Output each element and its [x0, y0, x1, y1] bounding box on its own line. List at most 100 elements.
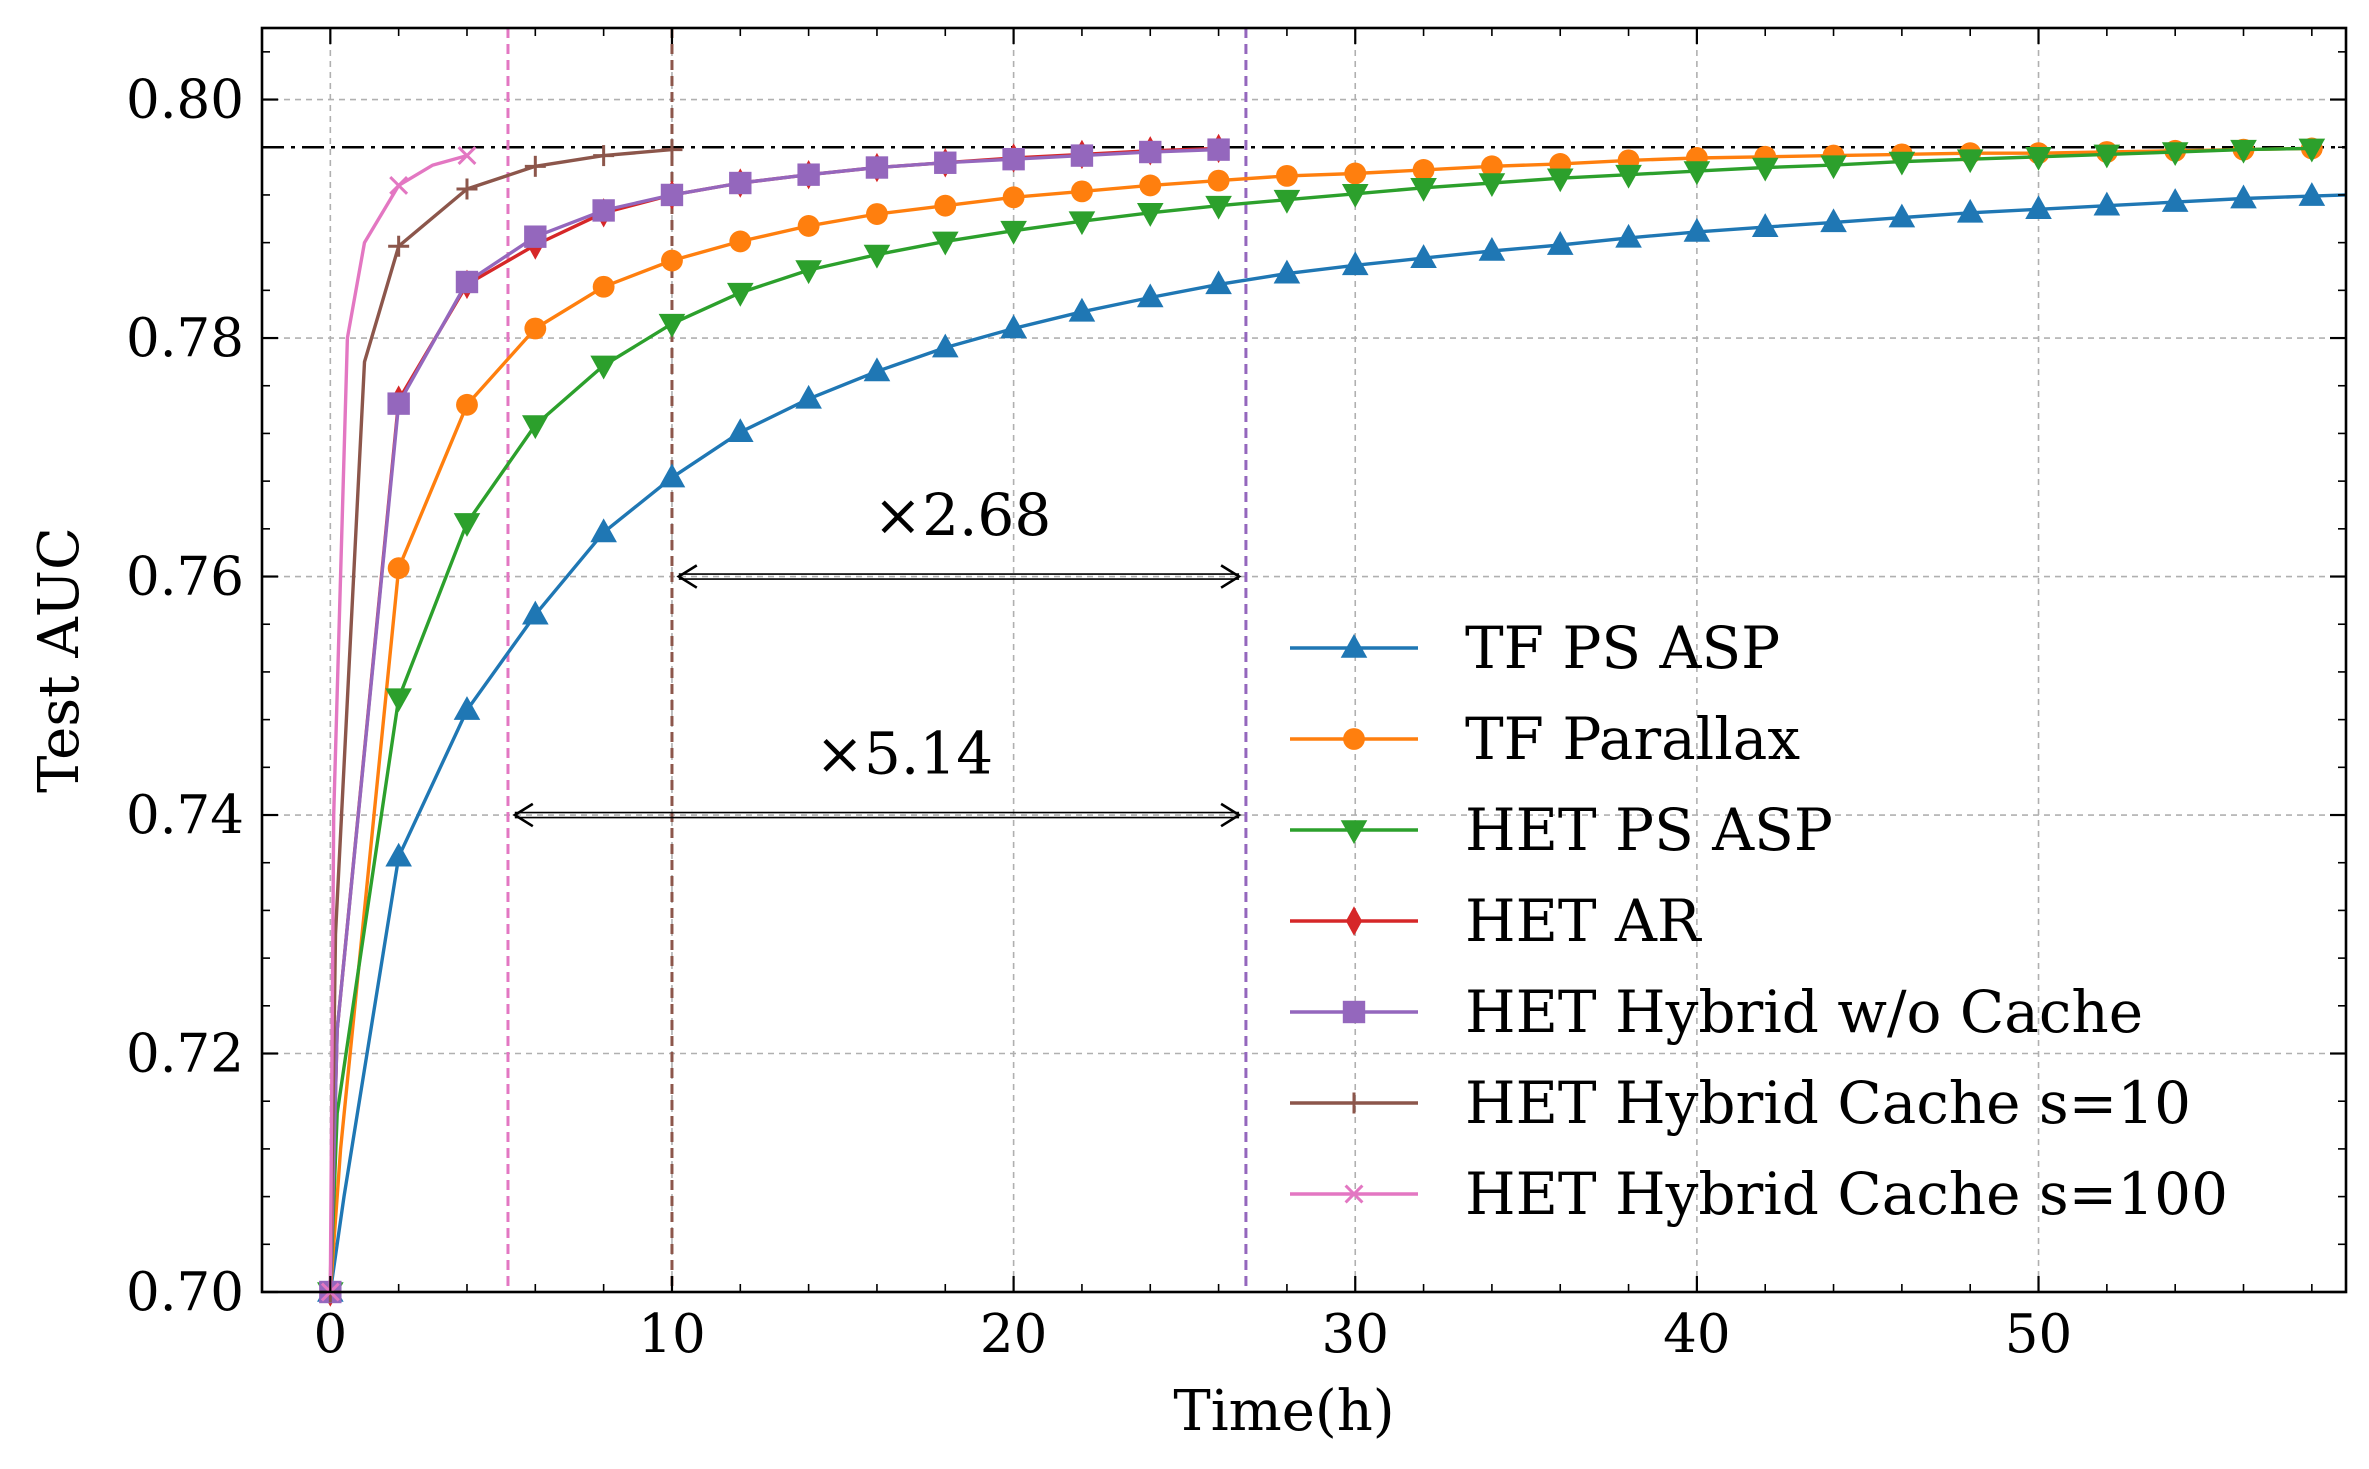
data-point: [1071, 180, 1093, 203]
data-point: [931, 333, 959, 358]
data-point: [729, 171, 752, 195]
data-point: [1205, 270, 1232, 295]
data-point: [1820, 208, 1847, 233]
arrow-head: [512, 802, 534, 828]
data-point: [729, 230, 752, 253]
plot-frame: [260, 26, 2348, 1294]
legend: TF PS ASP TF Parallax HET PS ASP HET AR HET …: [1290, 614, 2228, 1228]
data-point: [522, 600, 549, 625]
data-point: [658, 463, 686, 488]
data-point: [1888, 151, 1916, 176]
axes: 0 10 20 30 40 50 0.70 0.72 0.74 0.76 0.78 0.80 Time(…: [27, 26, 2348, 1444]
data-point: [590, 355, 617, 380]
data-point: [2161, 188, 2189, 212]
series-het-hybrid-cache-s-10: [319, 139, 683, 1303]
speedup-annotation: ×5.14: [512, 719, 1242, 828]
data-point: [1615, 164, 1642, 189]
data-point: [1751, 213, 1779, 237]
arrow-head: [1220, 564, 1242, 589]
series-line: [328, 147, 673, 1293]
data-point: [1070, 144, 1094, 167]
x-tick-label: 10: [638, 1304, 705, 1365]
data-point: [456, 393, 478, 416]
data-point: [1342, 1000, 1366, 1024]
data-point: [866, 203, 888, 225]
speedup-annotation: ×2.68: [676, 481, 1242, 589]
data-point: [1139, 174, 1162, 197]
data-point: [1000, 220, 1027, 245]
data-point: [592, 275, 615, 298]
series-tf-ps-asp: [317, 182, 2347, 1302]
data-point: [2025, 195, 2052, 220]
data-point: [931, 231, 959, 256]
data-point: [1341, 251, 1369, 276]
data-point: [1002, 147, 1025, 171]
data-point: [455, 270, 479, 294]
data-point: [1344, 162, 1367, 185]
data-point: [795, 384, 822, 409]
data-point: [1344, 1184, 1364, 1204]
y-tick-label: 0.72: [126, 1024, 244, 1085]
data-point: [387, 557, 410, 580]
data-point: [934, 194, 957, 217]
data-point: [726, 282, 754, 307]
data-point: [2230, 139, 2257, 164]
data-point: [2093, 191, 2121, 216]
data-point: [453, 513, 481, 537]
data-point: [387, 392, 410, 415]
data-point: [1615, 223, 1642, 248]
data-point: [524, 225, 547, 248]
legend-entry: HET Hybrid w/o Cache: [1290, 978, 2143, 1046]
data-point: [385, 842, 412, 867]
data-point: [795, 260, 822, 285]
x-tick-label: 40: [1663, 1304, 1730, 1365]
series-line: [328, 193, 2347, 1293]
series-line: [328, 153, 468, 1293]
data-point: [524, 155, 546, 177]
y-tick-label: 0.76: [126, 547, 244, 608]
arrow-head: [1220, 802, 1242, 828]
data-point: [1207, 138, 1230, 161]
data-point: [934, 151, 957, 174]
data-point: [865, 156, 889, 179]
data-point: [660, 183, 684, 207]
data-point: [389, 175, 409, 195]
legend-label: HET AR: [1465, 887, 1703, 955]
data-point: [1683, 217, 1711, 242]
data-point: [590, 518, 617, 543]
data-point: [1683, 161, 1711, 186]
speedup-label: ×5.14: [815, 719, 993, 787]
y-tick-label: 0.74: [126, 785, 244, 846]
data-point: [797, 215, 820, 237]
x-axis-label: Time(h): [1173, 1379, 1394, 1444]
x-tick-label: 50: [2005, 1304, 2072, 1365]
data-point: [453, 696, 481, 720]
data-point: [1002, 186, 1025, 209]
data-point: [1343, 728, 1365, 750]
x-tick-label: 20: [980, 1304, 1047, 1365]
legend-label: TF Parallax: [1465, 705, 1800, 773]
data-point-stroke: [389, 175, 409, 195]
x-tick-label: 30: [1322, 1304, 1389, 1365]
data-point: [863, 357, 891, 382]
y-tick-label: 0.78: [126, 308, 244, 369]
data-point: [1139, 140, 1162, 164]
legend-label: TF PS ASP: [1465, 614, 1780, 682]
data-point: [1820, 155, 1847, 180]
series-het-ps-asp: [317, 138, 2326, 1306]
speedup-label: ×2.68: [873, 481, 1051, 549]
data-point: [457, 146, 477, 166]
data-point: [388, 235, 410, 257]
data-point: [726, 418, 754, 443]
data-point: [1546, 231, 1574, 255]
data-point: [1341, 183, 1369, 208]
arrow-head: [676, 564, 698, 589]
data-point: [2298, 182, 2326, 206]
data-point: [1478, 173, 1506, 198]
data-point: [1136, 283, 1164, 308]
legend-entry: TF Parallax: [1290, 705, 1800, 773]
data-point: [797, 163, 820, 186]
data-point: [1136, 203, 1164, 227]
data-point: [1068, 297, 1096, 322]
